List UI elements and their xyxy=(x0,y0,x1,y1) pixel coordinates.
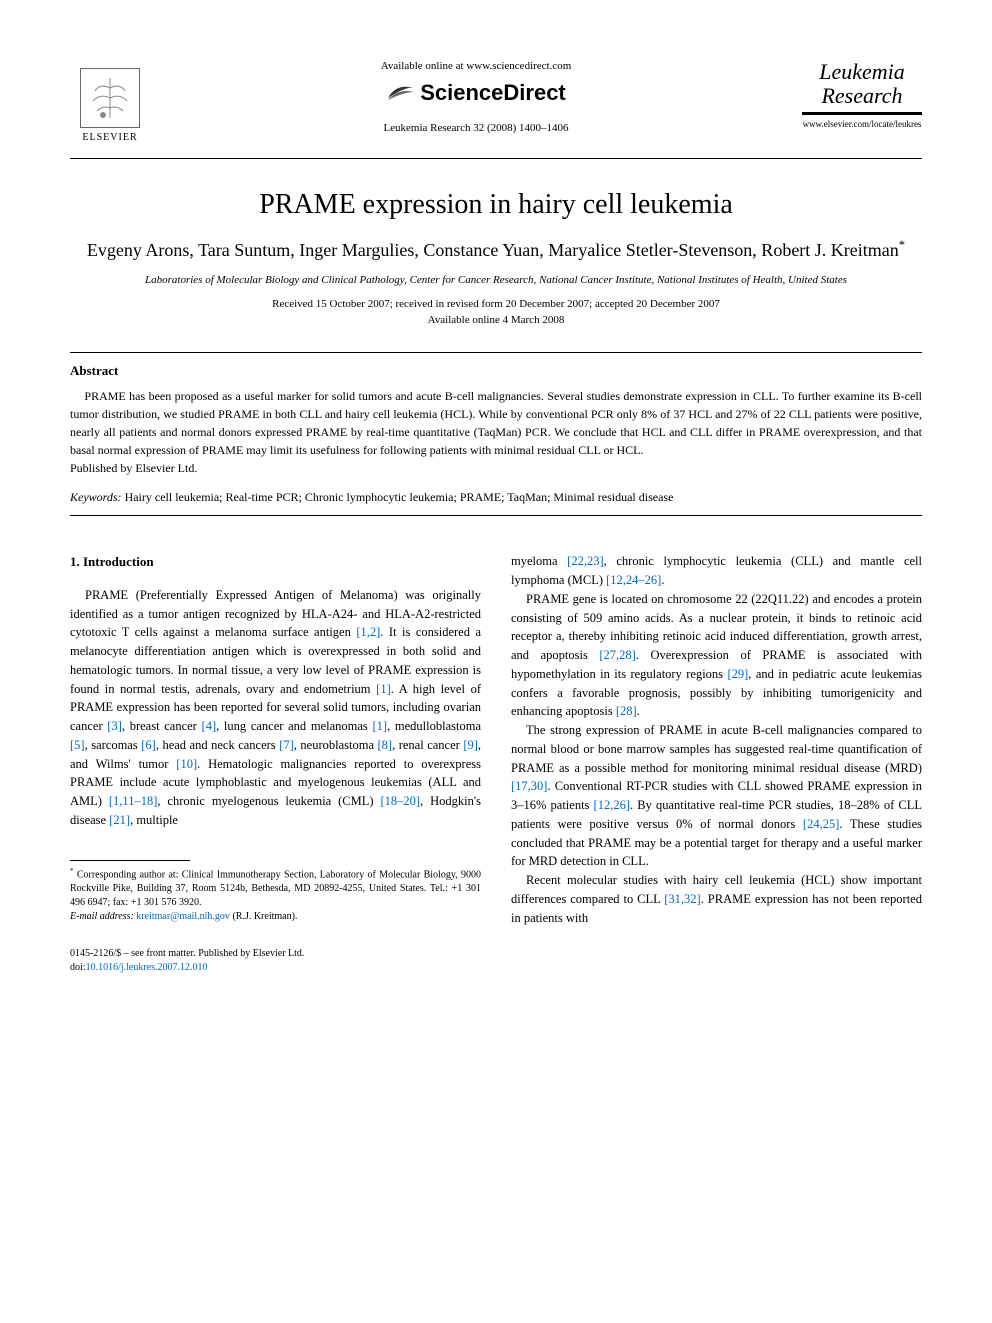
col2-continuation: myeloma [22,23], chronic lymphocytic leu… xyxy=(511,552,922,590)
citation-link[interactable]: [10] xyxy=(176,757,197,771)
footnote-separator xyxy=(70,860,190,861)
corresponding-footnote: * Corresponding author at: Clinical Immu… xyxy=(70,867,481,910)
text-run: , lung cancer and melanomas xyxy=(216,719,372,733)
citation-link[interactable]: [1,11–18] xyxy=(109,794,158,808)
dates-available: Available online 4 March 2008 xyxy=(70,313,922,328)
citation-link[interactable]: [18–20] xyxy=(380,794,420,808)
col2-paragraph-3: The strong expression of PRAME in acute … xyxy=(511,721,922,871)
article-dates: Received 15 October 2007; received in re… xyxy=(70,297,922,328)
keywords: Keywords: Hairy cell leukemia; Real-time… xyxy=(70,490,922,505)
citation-link[interactable]: [29] xyxy=(727,667,748,681)
abstract-text: PRAME has been proposed as a useful mark… xyxy=(70,387,922,459)
text-run: myeloma xyxy=(511,554,567,568)
citation-link[interactable]: [1,2] xyxy=(356,625,380,639)
text-run: , chronic myelogenous leukemia (CML) xyxy=(157,794,380,808)
elsevier-tree-icon xyxy=(80,68,140,128)
sciencedirect-text: ScienceDirect xyxy=(420,80,566,106)
text-run: , multiple xyxy=(130,813,178,827)
column-left: 1. Introduction PRAME (Preferentially Ex… xyxy=(70,552,481,927)
citation-link[interactable]: [9] xyxy=(463,738,478,752)
sciencedirect-swoosh-icon xyxy=(386,78,416,108)
citation-link[interactable]: [31,32] xyxy=(664,892,700,906)
text-run: , breast cancer xyxy=(122,719,202,733)
journal-url[interactable]: www.elsevier.com/locate/leukres xyxy=(802,119,922,129)
body-columns: 1. Introduction PRAME (Preferentially Ex… xyxy=(70,552,922,927)
citation-link[interactable]: [27,28] xyxy=(599,648,635,662)
text-run: . xyxy=(661,573,664,587)
text-run: , head and neck cancers xyxy=(156,738,279,752)
published-by: Published by Elsevier Ltd. xyxy=(70,461,922,476)
col2-paragraph-4: Recent molecular studies with hairy cell… xyxy=(511,871,922,927)
elsevier-logo: ELSEVIER xyxy=(70,60,150,150)
citation-link[interactable]: [17,30] xyxy=(511,779,547,793)
citation-link[interactable]: [12,26] xyxy=(594,798,630,812)
email-link[interactable]: kreitmar@mail.nih.gov xyxy=(136,911,230,922)
citation-link[interactable]: [8] xyxy=(378,738,393,752)
citation-link[interactable]: [7] xyxy=(279,738,294,752)
abstract-bottom-divider xyxy=(70,515,922,516)
doi-label: doi: xyxy=(70,962,86,973)
text-run: , renal cancer xyxy=(392,738,463,752)
text-run: , sarcomas xyxy=(85,738,142,752)
citation-link[interactable]: [24,25] xyxy=(803,817,839,831)
center-header: Available online at www.sciencedirect.co… xyxy=(150,60,802,134)
citation-link[interactable]: [28] xyxy=(616,704,637,718)
text-run: The strong expression of PRAME in acute … xyxy=(511,723,922,775)
journal-cover: Leukemia Research www.elsevier.com/locat… xyxy=(802,60,922,129)
abstract-heading: Abstract xyxy=(70,363,922,379)
dates-received: Received 15 October 2007; received in re… xyxy=(70,297,922,312)
publisher-name: ELSEVIER xyxy=(82,132,137,143)
abstract-top-divider xyxy=(70,352,922,353)
citation-link[interactable]: [1] xyxy=(376,682,391,696)
bottom-info: 0145-2126/$ – see front matter. Publishe… xyxy=(70,947,922,975)
citation-link[interactable]: [22,23] xyxy=(567,554,603,568)
citation-link[interactable]: [6] xyxy=(141,738,156,752)
keywords-text: Hairy cell leukemia; Real-time PCR; Chro… xyxy=(125,490,674,504)
citation-link[interactable]: [5] xyxy=(70,738,85,752)
col2-paragraph-2: PRAME gene is located on chromosome 22 (… xyxy=(511,590,922,721)
journal-cover-title: Leukemia Research xyxy=(802,60,922,115)
text-run: . xyxy=(637,704,640,718)
citation-link[interactable]: [3] xyxy=(107,719,122,733)
citation-link[interactable]: [12,24–26] xyxy=(606,573,661,587)
corresponding-mark: * xyxy=(899,238,905,252)
citation-link[interactable]: [1] xyxy=(373,719,388,733)
text-run: , neuroblastoma xyxy=(294,738,378,752)
authors-list: Evgeny Arons, Tara Suntum, Inger Marguli… xyxy=(87,240,899,260)
article-title: PRAME expression in hairy cell leukemia xyxy=(70,189,922,221)
journal-citation: Leukemia Research 32 (2008) 1400–1406 xyxy=(170,122,782,134)
sciencedirect-logo[interactable]: ScienceDirect xyxy=(170,78,782,108)
text-run: , medulloblastoma xyxy=(387,719,481,733)
header-row: ELSEVIER Available online at www.science… xyxy=(70,60,922,150)
available-online-text: Available online at www.sciencedirect.co… xyxy=(170,60,782,72)
email-footnote: E-mail address: kreitmar@mail.nih.gov (R… xyxy=(70,910,481,924)
email-label: E-mail address: xyxy=(70,911,134,922)
citation-link[interactable]: [21] xyxy=(109,813,130,827)
column-right: myeloma [22,23], chronic lymphocytic leu… xyxy=(511,552,922,927)
doi-link[interactable]: 10.1016/j.leukres.2007.12.010 xyxy=(86,962,208,973)
footnote-text: Corresponding author at: Clinical Immuno… xyxy=(70,869,481,908)
keywords-label: Keywords: xyxy=(70,490,122,504)
email-person: (R.J. Kreitman). xyxy=(232,911,297,922)
authors: Evgeny Arons, Tara Suntum, Inger Marguli… xyxy=(70,237,922,263)
top-divider xyxy=(70,158,922,159)
affiliation: Laboratories of Molecular Biology and Cl… xyxy=(70,273,922,287)
intro-heading: 1. Introduction xyxy=(70,552,481,572)
doi-line: doi:10.1016/j.leukres.2007.12.010 xyxy=(70,961,922,975)
footnote-star: * xyxy=(70,867,74,875)
issn-line: 0145-2126/$ – see front matter. Publishe… xyxy=(70,947,922,961)
intro-paragraph-1: PRAME (Preferentially Expressed Antigen … xyxy=(70,586,481,830)
citation-link[interactable]: [4] xyxy=(202,719,217,733)
